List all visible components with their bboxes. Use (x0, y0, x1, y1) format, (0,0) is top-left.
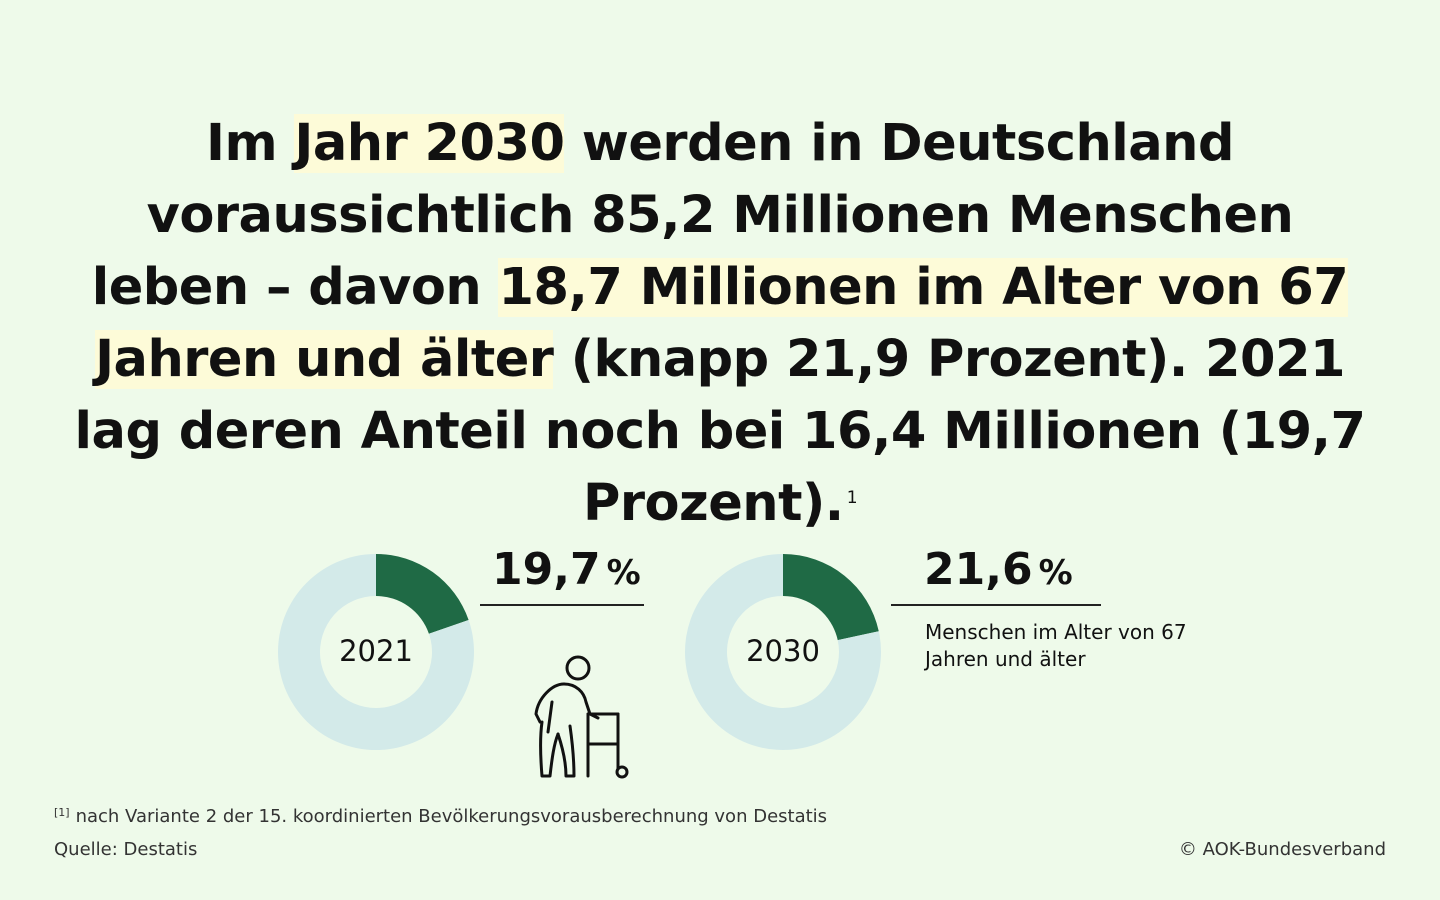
donut-chart-2030 (685, 554, 881, 750)
footnote-text: nach Variante 2 der 15. koordinierten Be… (75, 806, 828, 827)
headline-part-3: (knapp 21,9 Prozent). 2021 lag deren Ant… (74, 330, 1366, 533)
divider-2030 (891, 604, 1101, 606)
footnote: [1] nach Variante 2 der 15. koordinierten… (54, 806, 827, 827)
headline: Im Jahr 2030 werden in Deutschland vorau… (60, 108, 1380, 540)
headline-part-2: werden in Deutschland voraussichtlich 85… (91, 114, 1294, 317)
percent-value-2021: 19,7% (492, 544, 641, 595)
percent-unit-2021: % (606, 553, 641, 593)
percent-number-2030: 21,6 (924, 544, 1033, 595)
elderly-person-walker-icon (534, 655, 629, 779)
donut-label-2030: 2030 (746, 634, 820, 668)
headline-highlight-year: Jahr 2030 (294, 114, 565, 173)
divider-2021 (480, 604, 644, 606)
headline-footnote-ref: 1 (846, 488, 858, 508)
donut-label-2021: 2021 (339, 634, 413, 668)
source-note: Quelle: Destatis (54, 839, 198, 860)
percent-value-2030: 21,6% (924, 544, 1073, 595)
donut-slice-elderly-2030 (783, 554, 879, 641)
percent-unit-2030: % (1038, 553, 1073, 593)
footnote-ref: [1] (54, 806, 70, 819)
donut-slice-rest-2021 (278, 554, 474, 750)
percent-number-2021: 19,7 (492, 544, 601, 595)
donut-slice-rest-2030 (685, 554, 881, 750)
percent-description: Menschen im Alter von 67 Jahren und älte… (925, 620, 1187, 671)
headline-part-1: Im (206, 114, 295, 173)
copyright: © AOK-Bundesverband (1178, 839, 1386, 860)
donut-chart-2021 (278, 554, 474, 750)
donut-slice-elderly-2021 (376, 554, 469, 634)
